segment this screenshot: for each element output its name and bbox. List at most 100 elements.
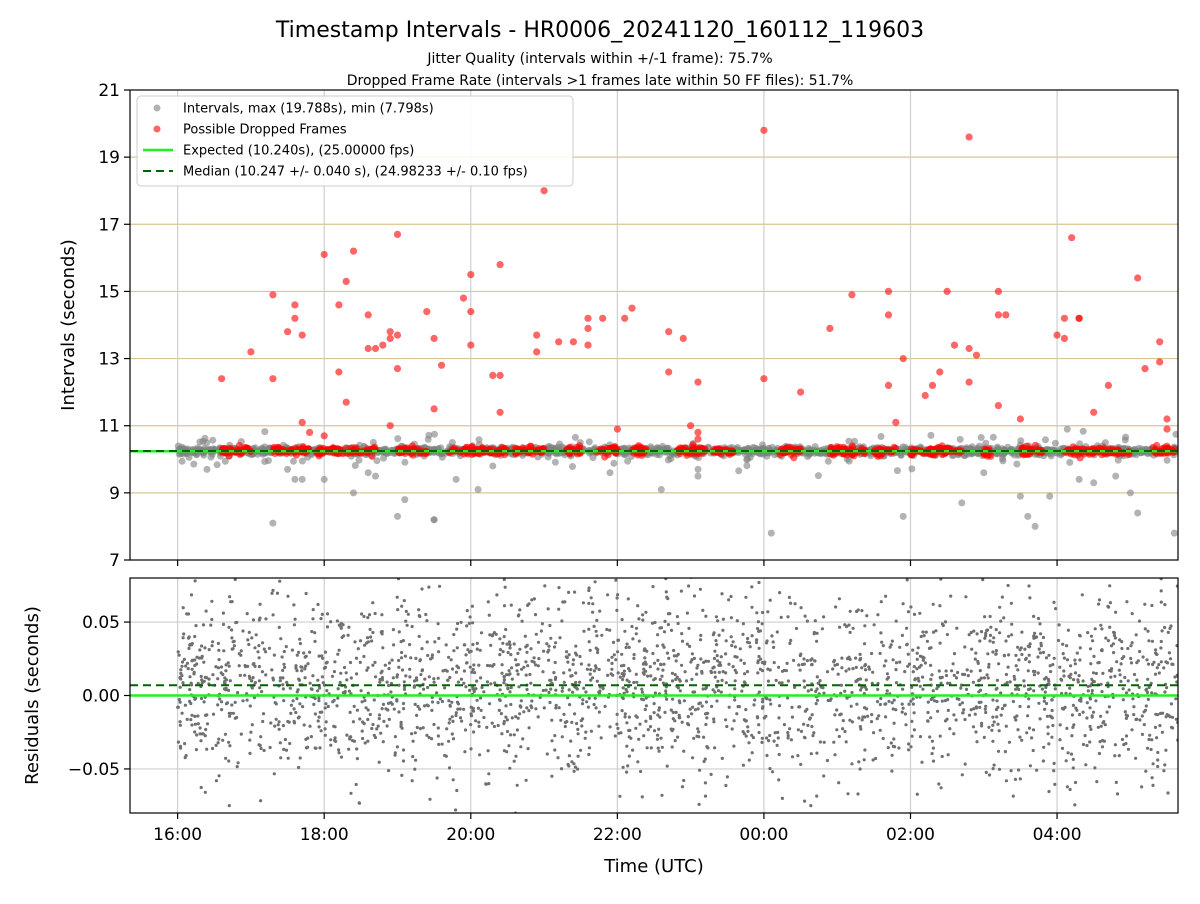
residual-point bbox=[211, 640, 214, 643]
residual-point bbox=[625, 646, 628, 649]
residual-point bbox=[941, 676, 944, 679]
residual-point bbox=[955, 676, 958, 679]
residual-point bbox=[1140, 785, 1143, 788]
residual-point bbox=[1089, 647, 1092, 650]
residual-point bbox=[366, 718, 369, 721]
residual-point bbox=[504, 628, 507, 631]
residual-point bbox=[649, 665, 652, 668]
residual-point bbox=[628, 735, 631, 738]
residual-point bbox=[279, 676, 282, 679]
residual-point bbox=[666, 765, 669, 768]
residual-point bbox=[508, 690, 511, 693]
residual-point bbox=[712, 688, 715, 691]
residual-point bbox=[574, 652, 577, 655]
residual-point bbox=[1023, 684, 1026, 687]
residual-point bbox=[1163, 690, 1166, 693]
residual-point bbox=[550, 775, 553, 778]
interval-point bbox=[209, 437, 216, 444]
residual-point bbox=[757, 723, 760, 726]
residual-point bbox=[837, 781, 840, 784]
residual-point bbox=[776, 731, 779, 734]
residual-point bbox=[368, 613, 371, 616]
residual-point bbox=[313, 631, 316, 634]
residual-point bbox=[930, 673, 933, 676]
residual-point bbox=[279, 741, 282, 744]
residual-point bbox=[1071, 713, 1074, 716]
residual-point bbox=[1027, 669, 1030, 672]
residual-point bbox=[217, 738, 220, 741]
residual-point bbox=[413, 768, 416, 771]
residual-point bbox=[681, 785, 684, 788]
residual-point bbox=[956, 697, 959, 700]
residual-point bbox=[614, 734, 617, 737]
interval-point bbox=[179, 458, 186, 465]
interval-outlier-low bbox=[1193, 479, 1200, 486]
residual-point bbox=[1155, 736, 1158, 739]
residual-point bbox=[819, 679, 822, 682]
dropped-frame-outlier bbox=[291, 315, 298, 322]
residual-point bbox=[193, 730, 196, 733]
residual-point bbox=[190, 683, 193, 686]
residual-point bbox=[1063, 657, 1066, 660]
residual-point bbox=[970, 648, 973, 651]
residual-point bbox=[1016, 668, 1019, 671]
residual-point bbox=[468, 689, 471, 692]
residual-point bbox=[658, 716, 661, 719]
residual-point bbox=[194, 624, 197, 627]
residual-point bbox=[314, 697, 317, 700]
residual-point bbox=[232, 712, 235, 715]
residual-point bbox=[626, 764, 629, 767]
residual-point bbox=[504, 586, 507, 589]
residual-point bbox=[765, 697, 768, 700]
residual-point bbox=[710, 705, 713, 708]
residual-point bbox=[671, 745, 674, 748]
residual-point bbox=[797, 728, 800, 731]
residual-point bbox=[704, 795, 707, 798]
residual-point bbox=[952, 732, 955, 735]
residual-point bbox=[984, 708, 987, 711]
residual-point bbox=[374, 675, 377, 678]
residual-point bbox=[816, 675, 819, 678]
residual-point bbox=[210, 600, 213, 603]
residual-point bbox=[645, 704, 648, 707]
residual-point bbox=[965, 688, 968, 691]
interval-point bbox=[556, 441, 563, 448]
residual-point bbox=[404, 620, 407, 623]
residual-point bbox=[904, 712, 907, 715]
residual-point bbox=[574, 645, 577, 648]
residual-point bbox=[914, 677, 917, 680]
residual-point bbox=[963, 718, 966, 721]
residual-point bbox=[647, 728, 650, 731]
residual-point bbox=[882, 644, 885, 647]
residual-point bbox=[1156, 765, 1159, 768]
residual-point bbox=[1010, 623, 1013, 626]
residual-point bbox=[541, 670, 544, 673]
residual-point bbox=[1159, 646, 1162, 649]
residual-point bbox=[690, 678, 693, 681]
residual-point bbox=[766, 610, 769, 613]
residual-point bbox=[893, 699, 896, 702]
dropped-frame-outlier bbox=[1002, 311, 1009, 318]
residual-point bbox=[426, 640, 429, 643]
dropped-frame-outlier bbox=[269, 375, 276, 382]
dropped-frame-outlier bbox=[1061, 335, 1068, 342]
dropped-frame-outlier bbox=[694, 379, 701, 386]
dropped-frame-outlier bbox=[431, 405, 438, 412]
residual-point bbox=[1016, 646, 1019, 649]
residual-point bbox=[752, 703, 755, 706]
residual-point bbox=[815, 640, 818, 643]
residual-point bbox=[312, 608, 315, 611]
residual-point bbox=[736, 619, 739, 622]
interval-outlier-low bbox=[489, 463, 496, 470]
interval-point bbox=[1013, 461, 1020, 468]
residual-point bbox=[296, 654, 299, 657]
residual-point bbox=[248, 739, 251, 742]
residual-point bbox=[349, 661, 352, 664]
residual-point bbox=[979, 689, 982, 692]
residual-point bbox=[894, 708, 897, 711]
residual-point bbox=[1036, 655, 1039, 658]
dropped-frame-outlier bbox=[1156, 358, 1163, 365]
residual-point bbox=[205, 573, 208, 576]
interval-point bbox=[825, 458, 832, 465]
residual-point bbox=[500, 672, 503, 675]
